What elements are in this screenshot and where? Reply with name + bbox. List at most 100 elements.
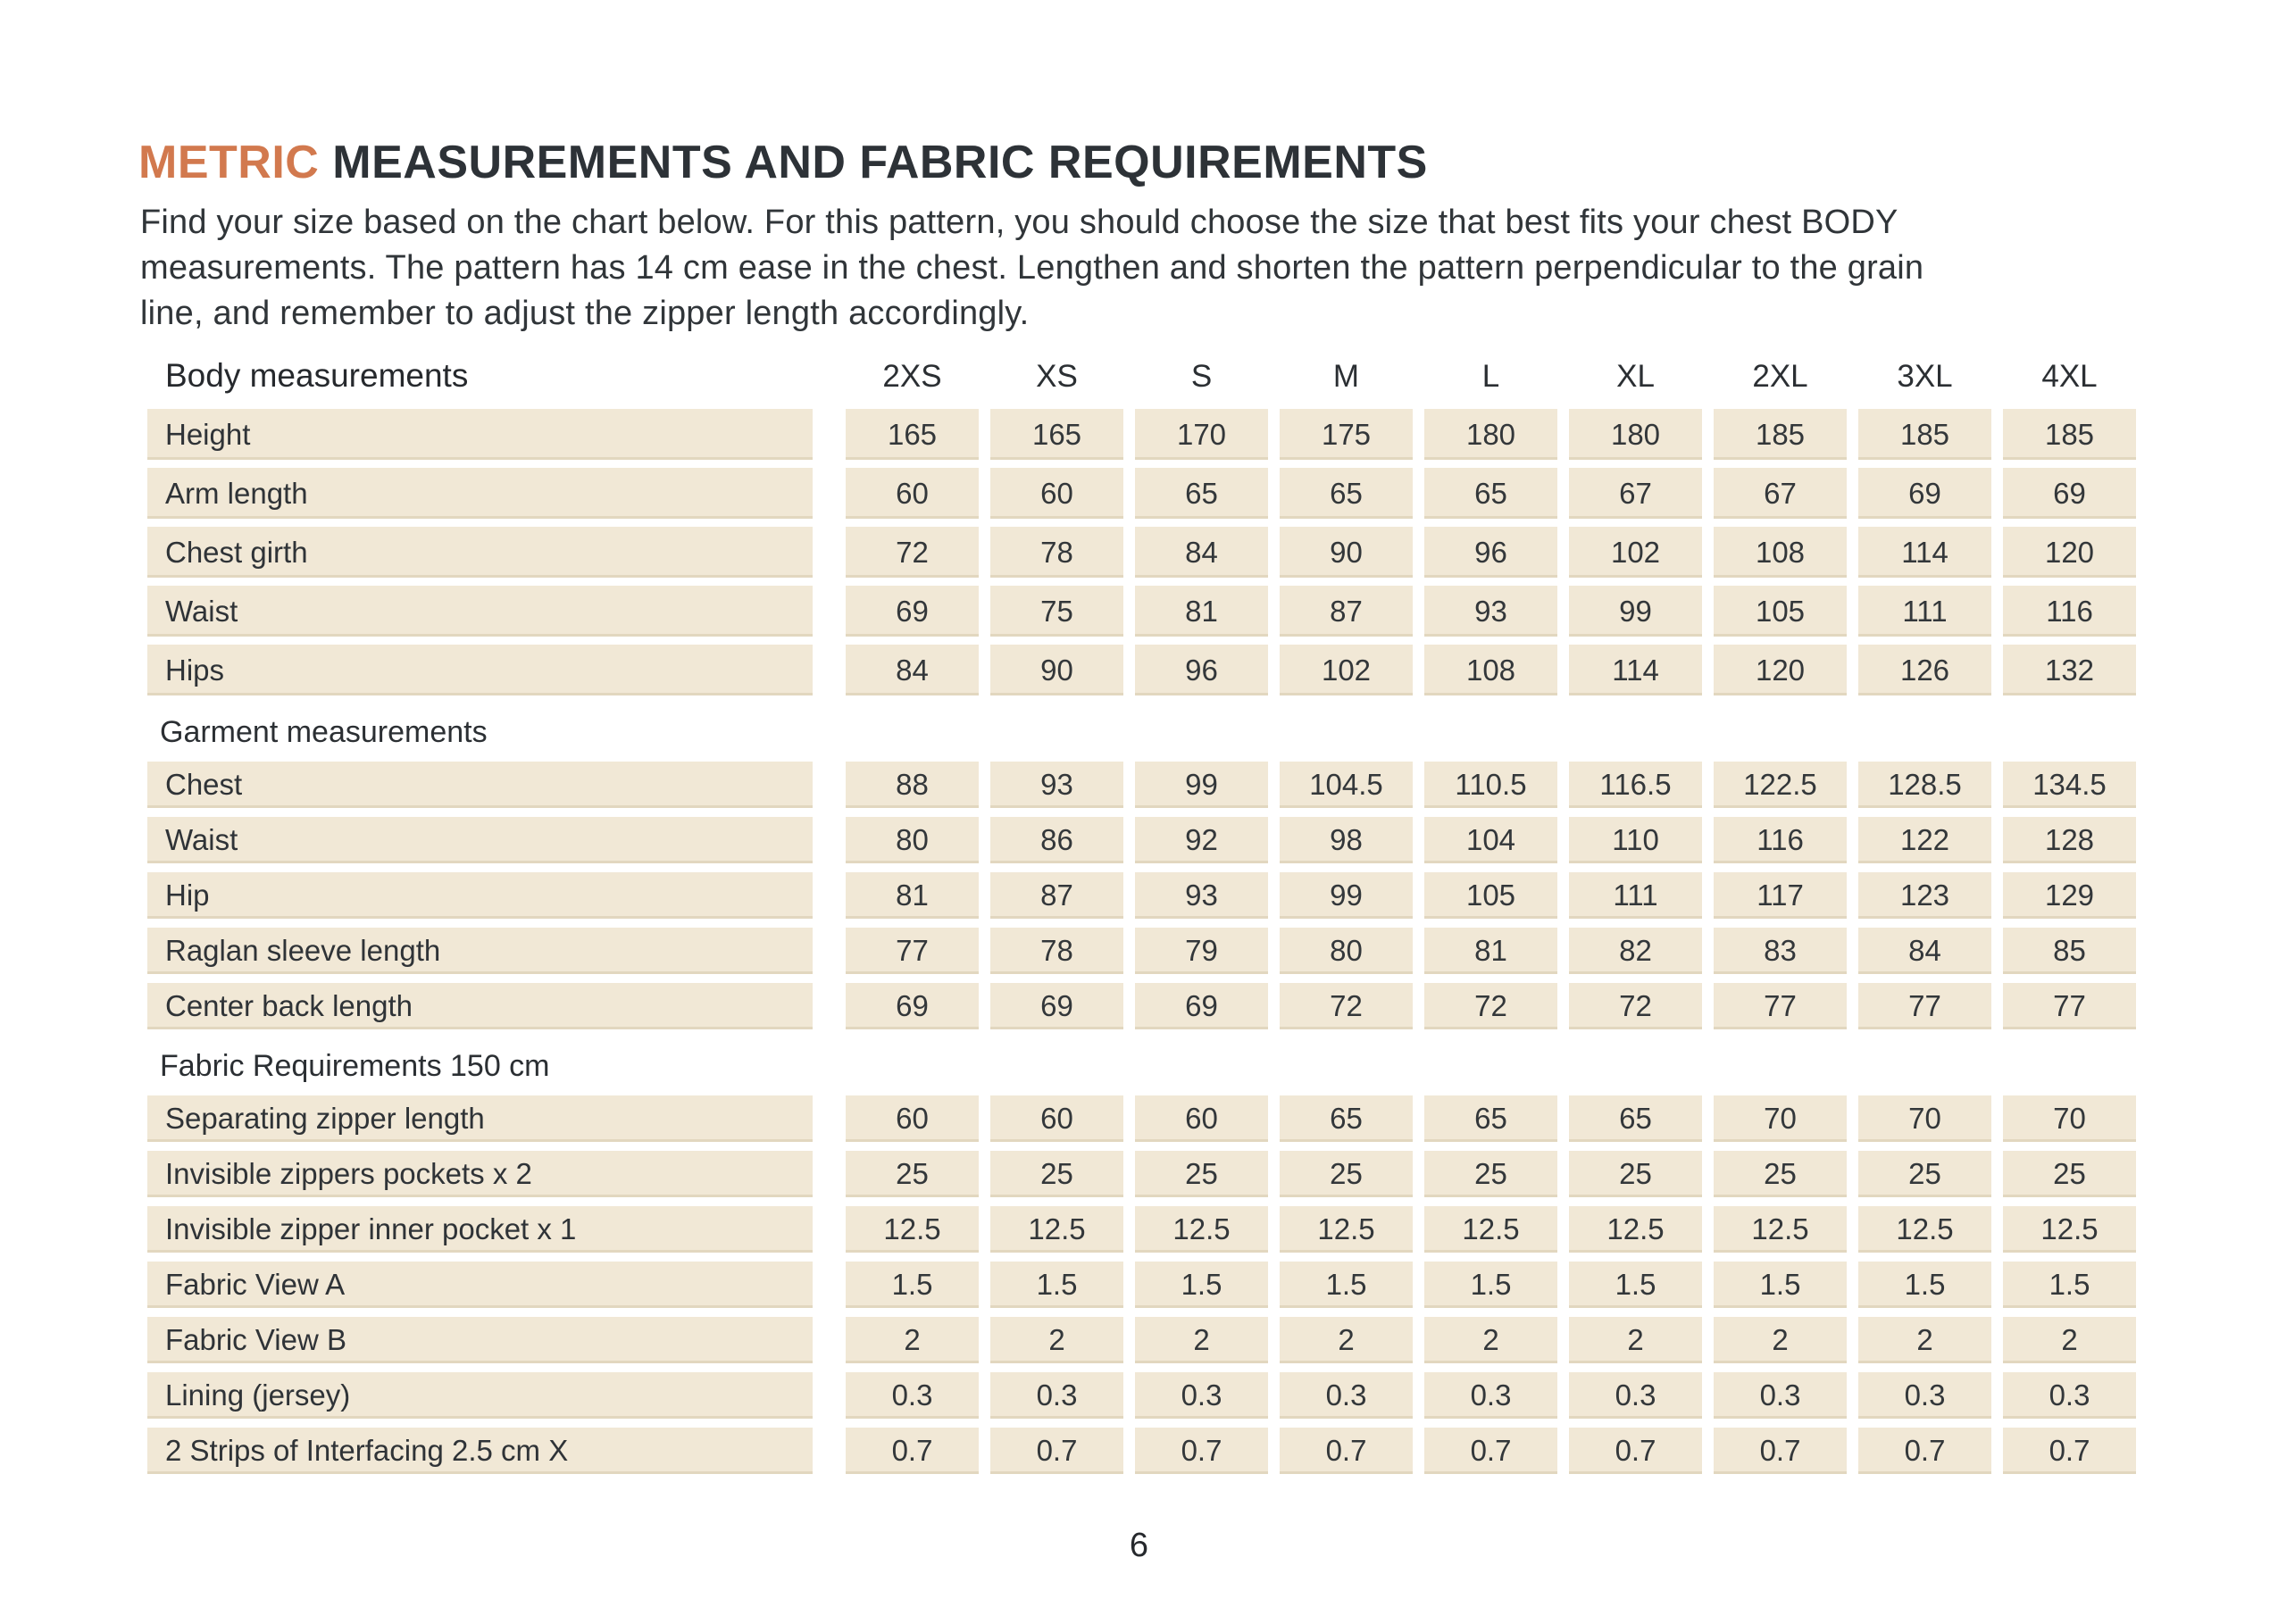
value-cell-invisible-zippers-pockets-x-2-2xs: 25	[846, 1151, 979, 1197]
value-cell-fabric-view-b-xl: 2	[1569, 1317, 1702, 1363]
value-cell-separating-zipper-length-4xl: 70	[2003, 1095, 2136, 1142]
value-cell-chest-girth-3xl: 114	[1858, 527, 1991, 578]
section-header-fabric-requirements-150-cm: Fabric Requirements 150 cm	[160, 1048, 550, 1083]
value-cell-fabric-view-b-m: 2	[1280, 1317, 1413, 1363]
value-cell-invisible-zippers-pockets-x-2-s: 25	[1135, 1151, 1268, 1197]
value-cell-invisible-zipper-inner-pocket-x-1-2xs: 12.5	[846, 1206, 979, 1253]
value-cell-hips-s: 96	[1135, 645, 1268, 695]
table-row-height: Height 165 165 170 175 180 180 185 185 185	[147, 409, 2137, 460]
table-row-chest: Chest 88 93 99 104.5 110.5 116.5 122.5 128.5 134.…	[147, 762, 2137, 808]
value-cell-fabric-view-b-2xs: 2	[846, 1317, 979, 1363]
value-cell-lining-jersey-xl: 0.3	[1569, 1372, 1702, 1419]
value-cell-invisible-zipper-inner-pocket-x-1-2xl: 12.5	[1714, 1206, 1847, 1253]
value-cell-center-back-length-l: 72	[1424, 983, 1557, 1029]
value-cell-2-strips-of-interfacing-2-5-cm-x-l: 0.7	[1424, 1428, 1557, 1474]
value-cell-waist-3xl: 111	[1858, 586, 1991, 637]
row-label: Waist	[147, 586, 813, 637]
table-row-fabric-view-a: Fabric View A 1.5 1.5 1.5 1.5 1.5 1.5 1.5 1.5 1.5	[147, 1262, 2137, 1308]
value-cell-invisible-zipper-inner-pocket-x-1-l: 12.5	[1424, 1206, 1557, 1253]
column-header-body-measurements: Body measurements	[165, 357, 469, 394]
size-column-header-s: S	[1190, 359, 1213, 394]
value-cell-chest-girth-m: 90	[1280, 527, 1413, 578]
value-cell-separating-zipper-length-xs: 60	[990, 1095, 1123, 1142]
value-cell-invisible-zippers-pockets-x-2-4xl: 25	[2003, 1151, 2136, 1197]
value-cell-chest-2xs: 88	[846, 762, 979, 808]
value-cell-height-2xs: 165	[846, 409, 979, 460]
value-cell-lining-jersey-l: 0.3	[1424, 1372, 1557, 1419]
size-column-header-2xl: 2XL	[1752, 359, 1808, 394]
table-row-waist: Waist 80 86 92 98 104 110 116 122 128	[147, 817, 2137, 863]
value-cell-center-back-length-xs: 69	[990, 983, 1123, 1029]
value-cell-height-m: 175	[1280, 409, 1413, 460]
value-cell-arm-length-4xl: 69	[2003, 468, 2136, 519]
value-cell-lining-jersey-2xs: 0.3	[846, 1372, 979, 1419]
value-cell-fabric-view-b-4xl: 2	[2003, 1317, 2136, 1363]
value-cell-chest-girth-4xl: 120	[2003, 527, 2136, 578]
value-cell-fabric-view-b-l: 2	[1424, 1317, 1557, 1363]
value-cell-separating-zipper-length-2xl: 70	[1714, 1095, 1847, 1142]
value-cell-fabric-view-b-xs: 2	[990, 1317, 1123, 1363]
value-cell-invisible-zipper-inner-pocket-x-1-xs: 12.5	[990, 1206, 1123, 1253]
value-cell-center-back-length-2xs: 69	[846, 983, 979, 1029]
value-cell-height-s: 170	[1135, 409, 1268, 460]
value-cell-waist-3xl: 122	[1858, 817, 1991, 863]
size-chart-table: Body measurements 2XS XS S M L XL 2XL 3XL 4XL He…	[147, 355, 2137, 1483]
value-cell-height-l: 180	[1424, 409, 1557, 460]
value-cell-center-back-length-4xl: 77	[2003, 983, 2136, 1029]
value-cell-invisible-zipper-inner-pocket-x-1-4xl: 12.5	[2003, 1206, 2136, 1253]
value-cell-2-strips-of-interfacing-2-5-cm-x-4xl: 0.7	[2003, 1428, 2136, 1474]
table-row-2-strips-of-interfacing-2-5-cm-x: 2 Strips of Interfacing 2.5 cm X 0.7 0.7 0.…	[147, 1428, 2137, 1474]
value-cell-fabric-view-a-3xl: 1.5	[1858, 1262, 1991, 1308]
value-cell-raglan-sleeve-length-3xl: 84	[1858, 928, 1991, 974]
value-cell-chest-girth-xl: 102	[1569, 527, 1702, 578]
value-cell-hips-xl: 114	[1569, 645, 1702, 695]
row-label: Lining (jersey)	[147, 1372, 813, 1419]
value-cell-chest-s: 99	[1135, 762, 1268, 808]
intro-line: Find your size based on the chart below.…	[140, 204, 1898, 241]
value-cell-chest-girth-s: 84	[1135, 527, 1268, 578]
row-label: Center back length	[147, 983, 813, 1029]
value-cell-arm-length-2xl: 67	[1714, 468, 1847, 519]
row-label: Arm length	[147, 468, 813, 519]
row-label: 2 Strips of Interfacing 2.5 cm X	[147, 1428, 813, 1474]
table-row-hip: Hip 81 87 93 99 105 111 117 123 129	[147, 872, 2137, 919]
value-cell-2-strips-of-interfacing-2-5-cm-x-m: 0.7	[1280, 1428, 1413, 1474]
value-cell-waist-4xl: 116	[2003, 586, 2136, 637]
value-cell-2-strips-of-interfacing-2-5-cm-x-2xs: 0.7	[846, 1428, 979, 1474]
size-column-header-m: M	[1332, 359, 1360, 394]
value-cell-chest-girth-xs: 78	[990, 527, 1123, 578]
value-cell-waist-m: 98	[1280, 817, 1413, 863]
row-label: Fabric View B	[147, 1317, 813, 1363]
value-cell-hips-l: 108	[1424, 645, 1557, 695]
row-label: Separating zipper length	[147, 1095, 813, 1142]
size-column-header-3xl: 3XL	[1897, 359, 1953, 394]
value-cell-chest-3xl: 128.5	[1858, 762, 1991, 808]
value-cell-height-3xl: 185	[1858, 409, 1991, 460]
value-cell-hip-2xs: 81	[846, 872, 979, 919]
value-cell-hip-m: 99	[1280, 872, 1413, 919]
value-cell-waist-l: 93	[1424, 586, 1557, 637]
row-label: Chest girth	[147, 527, 813, 578]
table-row-center-back-length: Center back length 69 69 69 72 72 72 77 77 77	[147, 983, 2137, 1029]
value-cell-invisible-zipper-inner-pocket-x-1-xl: 12.5	[1569, 1206, 1702, 1253]
value-cell-center-back-length-m: 72	[1280, 983, 1413, 1029]
value-cell-height-2xl: 185	[1714, 409, 1847, 460]
value-cell-raglan-sleeve-length-2xl: 83	[1714, 928, 1847, 974]
size-column-header-l: L	[1481, 359, 1500, 394]
value-cell-fabric-view-a-xl: 1.5	[1569, 1262, 1702, 1308]
value-cell-waist-4xl: 128	[2003, 817, 2136, 863]
table-row-arm-length: Arm length 60 60 65 65 65 67 67 69 69	[147, 468, 2137, 519]
value-cell-fabric-view-b-s: 2	[1135, 1317, 1268, 1363]
row-label: Hip	[147, 872, 813, 919]
table-row-lining-jersey: Lining (jersey) 0.3 0.3 0.3 0.3 0.3 0.3 0.3 0.3 0…	[147, 1372, 2137, 1419]
table-row-waist: Waist 69 75 81 87 93 99 105 111 116	[147, 586, 2137, 637]
page-title-accent: METRIC	[138, 137, 320, 188]
row-label: Hips	[147, 645, 813, 695]
value-cell-chest-m: 104.5	[1280, 762, 1413, 808]
value-cell-height-xl: 180	[1569, 409, 1702, 460]
value-cell-raglan-sleeve-length-l: 81	[1424, 928, 1557, 974]
row-label: Height	[147, 409, 813, 460]
value-cell-fabric-view-a-4xl: 1.5	[2003, 1262, 2136, 1308]
value-cell-center-back-length-3xl: 77	[1858, 983, 1991, 1029]
